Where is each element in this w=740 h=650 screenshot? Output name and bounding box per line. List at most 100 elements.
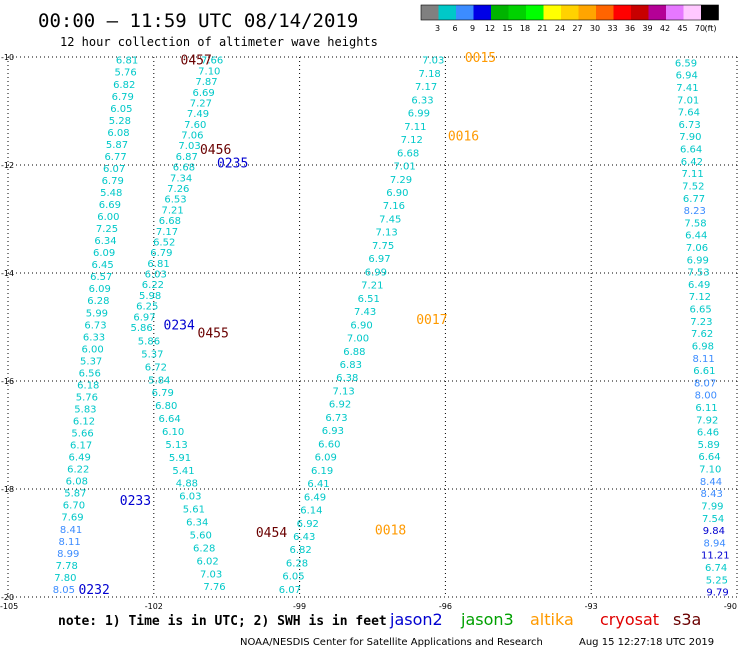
swh-value: 7.58: [684, 218, 706, 229]
pass-time-label: 0457: [181, 54, 212, 69]
swh-value: 7.80: [54, 573, 76, 584]
swh-value: 5.86: [138, 337, 160, 348]
y-tick-label: -18: [1, 485, 14, 494]
swh-value: 6.94: [676, 71, 698, 82]
swh-value: 6.64: [680, 145, 702, 156]
color-swatch: [613, 5, 631, 20]
swh-value: 6.52: [153, 237, 175, 248]
swh-value: 6.88: [343, 347, 365, 358]
swh-value: 6.79: [150, 248, 172, 259]
color-scale-label: 9: [470, 24, 475, 33]
swh-value: 7.27: [190, 98, 212, 109]
swh-value: 6.68: [397, 148, 419, 159]
track-a: 6.815.766.826.796.055.286.085.876.776.07…: [53, 56, 138, 596]
swh-value: 11.21: [701, 551, 730, 562]
swh-value: 5.89: [698, 440, 720, 451]
swh-value: 6.49: [69, 453, 91, 464]
swh-value: 6.92: [297, 519, 319, 530]
footer-credit: NOAA/NESDIS Center for Satellite Applica…: [240, 637, 543, 648]
swh-value: 7.54: [702, 514, 724, 525]
swh-value: 7.43: [354, 307, 376, 318]
swh-value: 7.10: [198, 66, 220, 77]
swh-value: 6.97: [133, 312, 155, 323]
swh-value: 6.05: [110, 104, 132, 115]
color-scale-label: 18: [520, 24, 530, 33]
swh-value: 7.21: [361, 281, 383, 292]
swh-value: 6.49: [304, 492, 326, 503]
swh-value: 6.33: [83, 332, 105, 343]
swh-value: 6.81: [147, 259, 169, 270]
swh-value: 7.69: [61, 513, 83, 524]
swh-value: 7.21: [162, 205, 184, 216]
swh-value: 7.64: [678, 108, 700, 119]
swh-value: 6.82: [289, 545, 311, 556]
swh-value: 8.99: [57, 549, 79, 560]
pass-time-label: 0016: [448, 129, 479, 144]
swh-value: 7.60: [184, 120, 206, 131]
swh-value: 6.99: [365, 267, 387, 278]
color-scale-frame: [420, 4, 719, 21]
swh-value: 6.97: [368, 254, 390, 265]
color-scale-label: 21: [537, 24, 547, 33]
swh-value: 6.28: [87, 296, 109, 307]
swh-value: 7.34: [170, 173, 192, 184]
track-d: 7.03 7.18 7.17 6.33 6.99 7.11 7.12 6.68 7.01 7.29…: [279, 56, 445, 596]
swh-value: 5.99: [86, 308, 108, 319]
swh-value: 6.69: [99, 200, 121, 211]
swh-value: 6.03: [179, 492, 201, 503]
swh-value: 6.99: [408, 109, 430, 120]
y-tick-label: -10: [1, 53, 14, 62]
swh-value: 7.25: [96, 224, 118, 235]
swh-value: 6.14: [300, 506, 322, 517]
color-scale-label: 39: [642, 24, 652, 33]
swh-value: 9.84: [703, 526, 725, 537]
swh-value: 7.78: [56, 561, 78, 572]
swh-value: 7.11: [681, 169, 703, 180]
grid: [7, 56, 738, 598]
swh-value: 7.53: [687, 268, 709, 279]
swh-value: 5.61: [183, 505, 205, 516]
color-swatch: [543, 5, 561, 20]
color-scale-label: 33: [607, 24, 617, 33]
y-tick-label: -12: [1, 161, 14, 170]
swh-value: 6.46: [697, 428, 719, 439]
swh-value: 6.72: [145, 362, 167, 373]
swh-value: 6.64: [698, 452, 720, 463]
swh-value: 5.66: [71, 429, 93, 440]
swh-value: 6.80: [155, 401, 177, 412]
swh-value: 7.23: [690, 317, 712, 328]
pass-time-label: 0017: [416, 313, 447, 328]
swh-value: 6.49: [688, 280, 710, 291]
swh-value: 6.73: [325, 413, 347, 424]
pass-time-label: 0456: [200, 143, 231, 158]
color-swatch: [438, 5, 456, 20]
swh-value: 8.94: [703, 538, 725, 549]
pass-time-label: 0234: [164, 318, 195, 333]
swh-value: 6.09: [89, 284, 111, 295]
track-b: 7.667.107.876.697.277.497.607.067.036.87…: [131, 56, 224, 334]
swh-value: 7.18: [419, 69, 441, 80]
color-scale-label: 12: [485, 24, 495, 33]
color-swatch: [473, 5, 491, 20]
footer-note: note: 1) Time is in UTC; 2) SWH is in fe…: [58, 614, 387, 629]
swh-value: 7.92: [696, 415, 718, 426]
swh-value: 6.57: [90, 272, 112, 283]
swh-value: 7.29: [390, 175, 412, 186]
swh-value: 5.28: [109, 116, 131, 127]
swh-value: 7.17: [415, 82, 437, 93]
swh-value: 8.44: [700, 477, 722, 488]
swh-value: 6.07: [103, 164, 125, 175]
swh-value: 7.01: [393, 162, 415, 173]
track-c: 5.865.37 6.72 5.84 6.79 6.80 6.64 6.10 5.13 5.91…: [138, 337, 226, 594]
plot-area: -10 -12 -14 -16 -18 -20-105 -102 -99 -96 -93 -90 6.…: [0, 51, 738, 611]
swh-value: 6.93: [322, 426, 344, 437]
swh-value: 6.43: [293, 532, 315, 543]
swh-value: 7.76: [203, 582, 225, 593]
swh-value: 4.88: [176, 479, 198, 490]
swh-value: 7.13: [376, 228, 398, 239]
color-swatch: [526, 5, 544, 20]
legend-jason3: jason3: [460, 610, 514, 629]
swh-value: 7.03: [200, 569, 222, 580]
swh-value: 8.23: [684, 206, 706, 217]
